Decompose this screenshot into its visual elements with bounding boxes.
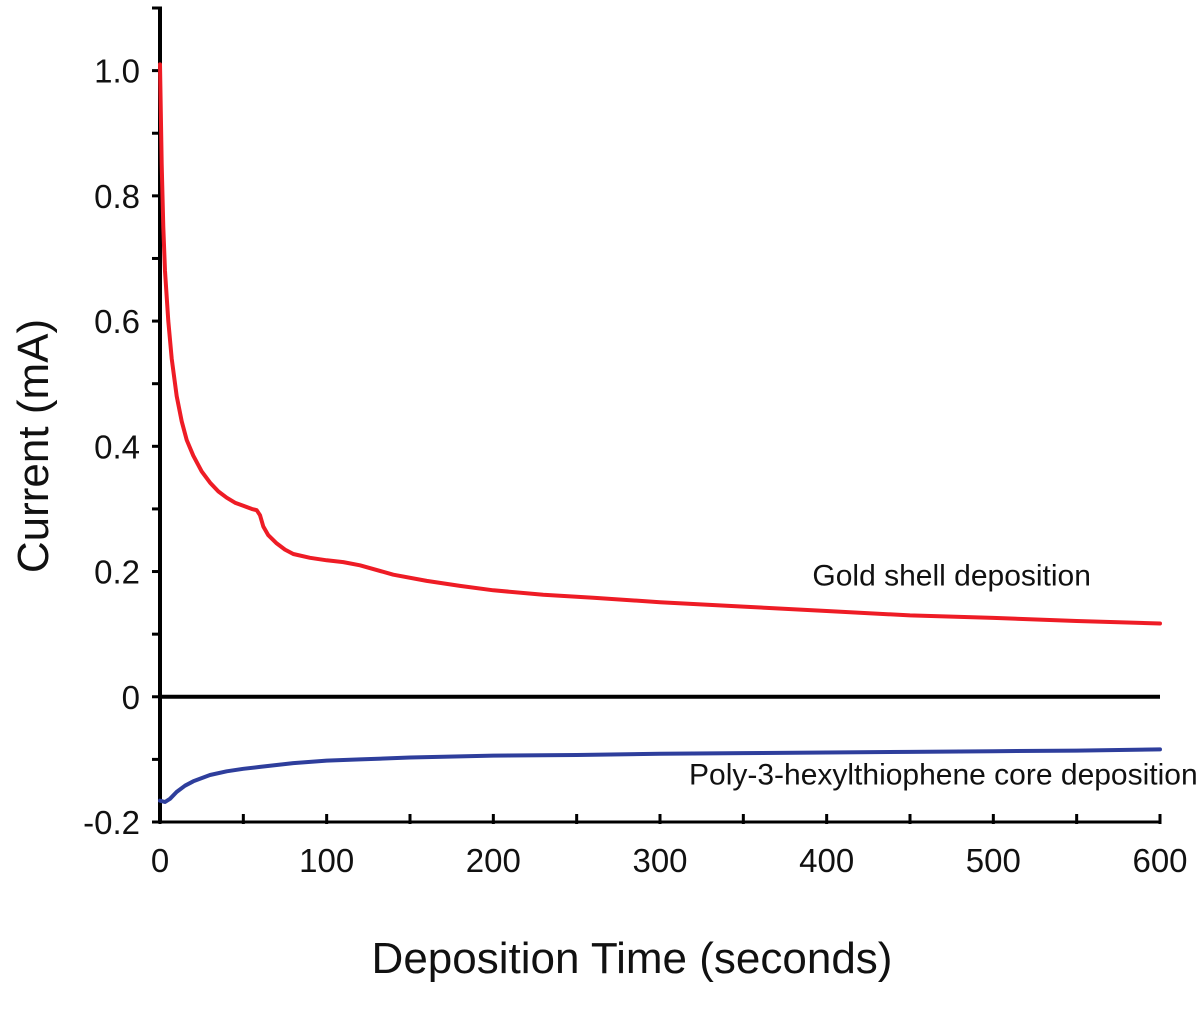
plot-area: -0.2 0 0.2 0.4 0.6 0.8 1.0 0 100 200 300 400 500 600 G… — [83, 6, 1198, 879]
x-tick-label: 600 — [1132, 842, 1187, 879]
y-tick-label: 0.8 — [94, 178, 140, 215]
series-line-2 — [158, 747, 1162, 804]
y-axis-title: Current (mA) — [9, 319, 58, 573]
x-tick-label: 500 — [966, 842, 1021, 879]
y-tick-label: 0.2 — [94, 554, 140, 591]
series-line-1 — [158, 62, 1162, 626]
x-tick-label: 300 — [632, 842, 687, 879]
x-tick-label: 100 — [299, 842, 354, 879]
y-tick-label: 0 — [122, 679, 140, 716]
series-annotation: Poly-3-hexylthiophene core deposition — [689, 758, 1198, 791]
y-tick-label: 0.6 — [94, 303, 140, 340]
x-tick-label: 0 — [151, 842, 169, 879]
y-tick-label: -0.2 — [83, 804, 140, 841]
x-axis-title: Deposition Time (seconds) — [372, 934, 893, 983]
x-tick-label: 200 — [466, 842, 521, 879]
y-tick-label: 1.0 — [94, 53, 140, 90]
y-tick-label: 0.4 — [94, 428, 140, 465]
x-tick-label: 400 — [799, 842, 854, 879]
series-annotation: Gold shell deposition — [812, 559, 1091, 592]
